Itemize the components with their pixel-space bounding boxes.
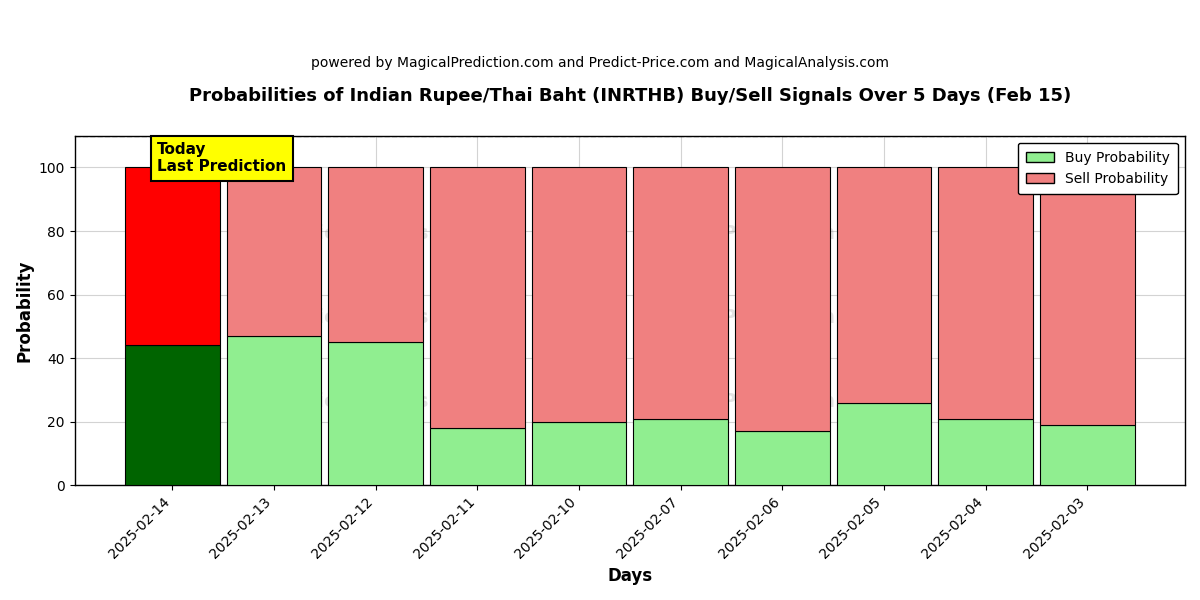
Bar bbox=[227, 167, 322, 336]
Text: MagicalAnalysis.com: MagicalAnalysis.com bbox=[271, 224, 499, 243]
Text: MagicalAnalysis.com: MagicalAnalysis.com bbox=[271, 308, 499, 327]
Bar bbox=[227, 336, 322, 485]
Text: MagicalPrediction.com: MagicalPrediction.com bbox=[638, 224, 888, 243]
Bar bbox=[938, 419, 1033, 485]
X-axis label: Days: Days bbox=[607, 567, 653, 585]
Bar bbox=[634, 167, 728, 419]
Bar bbox=[736, 167, 829, 431]
Bar bbox=[125, 167, 220, 346]
Bar bbox=[938, 167, 1033, 419]
Title: Probabilities of Indian Rupee/Thai Baht (INRTHB) Buy/Sell Signals Over 5 Days (F: Probabilities of Indian Rupee/Thai Baht … bbox=[188, 87, 1070, 105]
Legend: Buy Probability, Sell Probability: Buy Probability, Sell Probability bbox=[1018, 143, 1178, 194]
Bar bbox=[836, 167, 931, 403]
Bar bbox=[634, 419, 728, 485]
Bar bbox=[125, 346, 220, 485]
Bar bbox=[836, 403, 931, 485]
Bar bbox=[532, 167, 626, 422]
Bar bbox=[329, 342, 422, 485]
Text: Today
Last Prediction: Today Last Prediction bbox=[157, 142, 287, 175]
Bar bbox=[1040, 425, 1134, 485]
Bar bbox=[430, 167, 524, 428]
Text: MagicalPrediction.com: MagicalPrediction.com bbox=[638, 392, 888, 411]
Bar bbox=[430, 428, 524, 485]
Bar bbox=[1040, 167, 1134, 425]
Text: powered by MagicalPrediction.com and Predict-Price.com and MagicalAnalysis.com: powered by MagicalPrediction.com and Pre… bbox=[311, 56, 889, 70]
Y-axis label: Probability: Probability bbox=[16, 259, 34, 362]
Bar bbox=[532, 422, 626, 485]
Text: MagicalPrediction.com: MagicalPrediction.com bbox=[638, 308, 888, 327]
Text: MagicalAnalysis.com: MagicalAnalysis.com bbox=[271, 392, 499, 411]
Bar bbox=[736, 431, 829, 485]
Bar bbox=[329, 167, 422, 342]
